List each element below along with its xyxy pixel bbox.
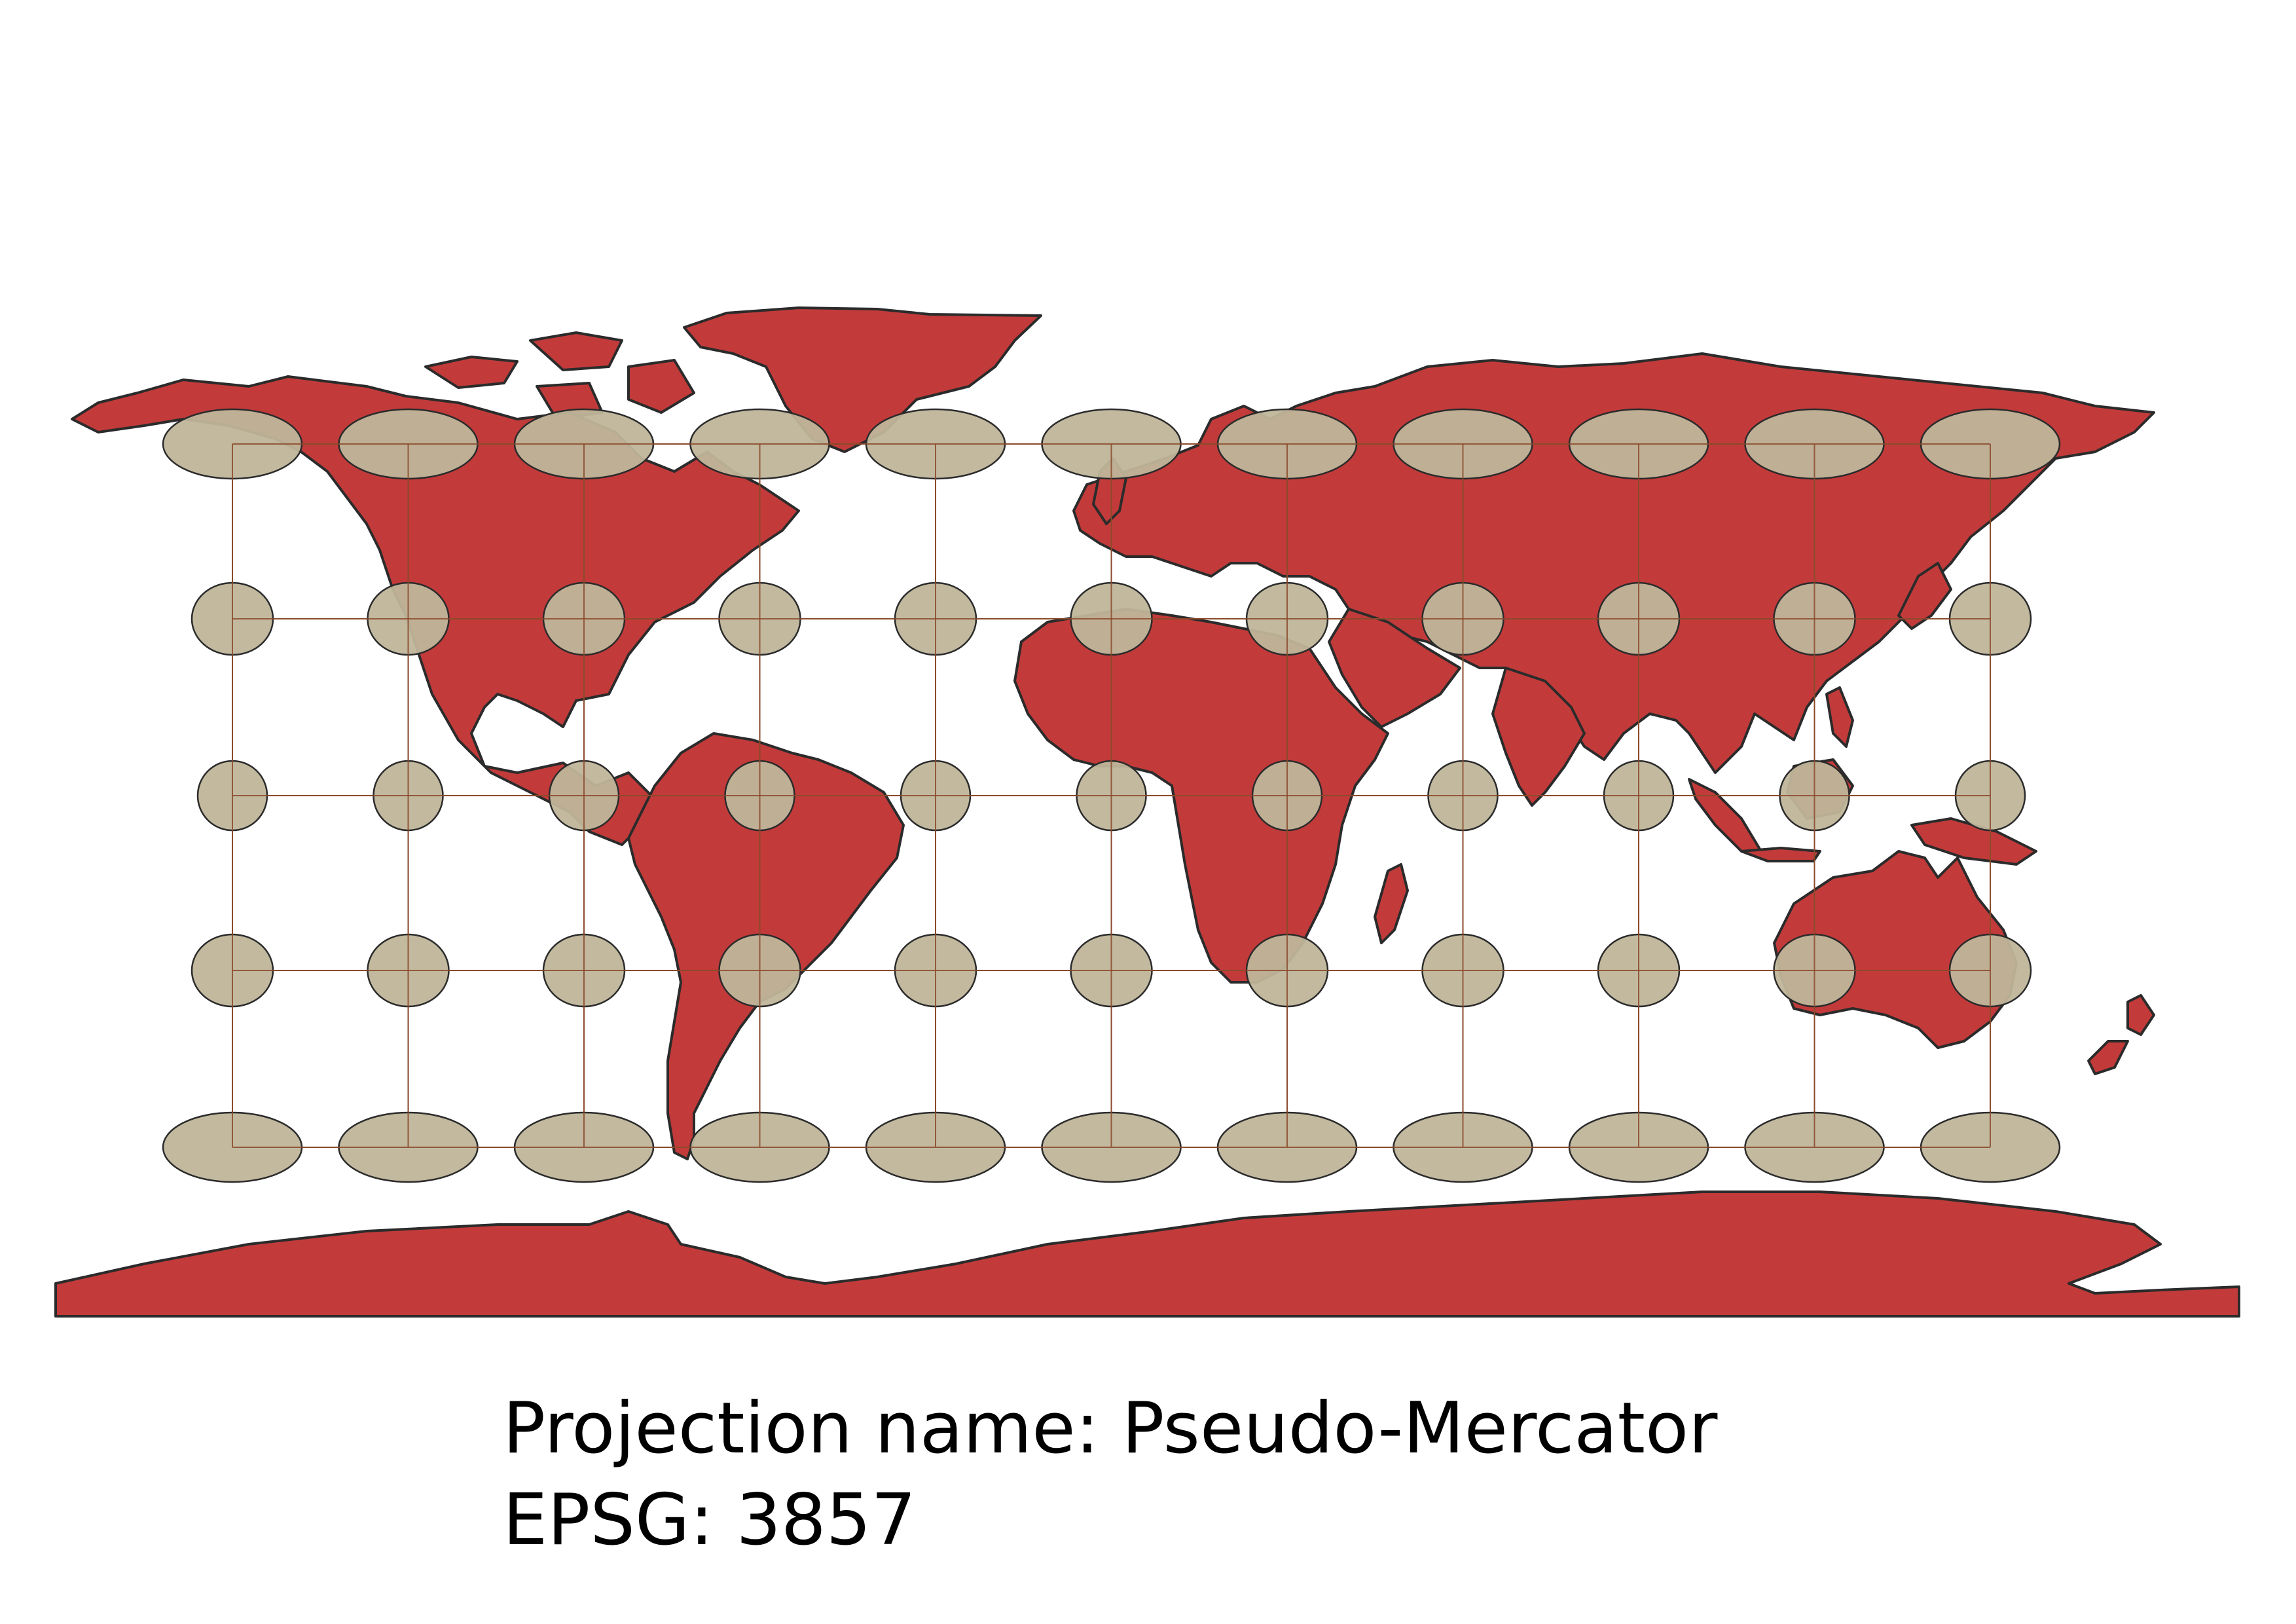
- arabia: [1328, 608, 1461, 728]
- antarctica: [54, 1190, 2240, 1318]
- arctic-island-3: [627, 359, 695, 414]
- new-zealand: [2126, 994, 2155, 1036]
- projection-label: Projection name:: [503, 1388, 1100, 1469]
- madagascar: [1374, 863, 1409, 944]
- arctic-island-1: [424, 356, 519, 389]
- japan: [1897, 562, 1952, 630]
- greenland: [683, 306, 1042, 453]
- new-guinea: [1910, 817, 2037, 866]
- graticule-overlay: [232, 443, 1991, 1148]
- new-zealand-south: [2087, 1040, 2129, 1075]
- epsg-label: EPSG:: [503, 1479, 714, 1561]
- philippines: [1825, 686, 1854, 748]
- projection-name: Pseudo-Mercator: [1121, 1388, 1718, 1469]
- arctic-island-2: [529, 331, 623, 371]
- epsg-code: 3857: [736, 1479, 917, 1561]
- epsg-caption: EPSG: 3857: [503, 1485, 916, 1556]
- india: [1491, 667, 1586, 807]
- java: [1740, 847, 1821, 862]
- projection-caption: Projection name: Pseudo-Mercator: [503, 1393, 1717, 1464]
